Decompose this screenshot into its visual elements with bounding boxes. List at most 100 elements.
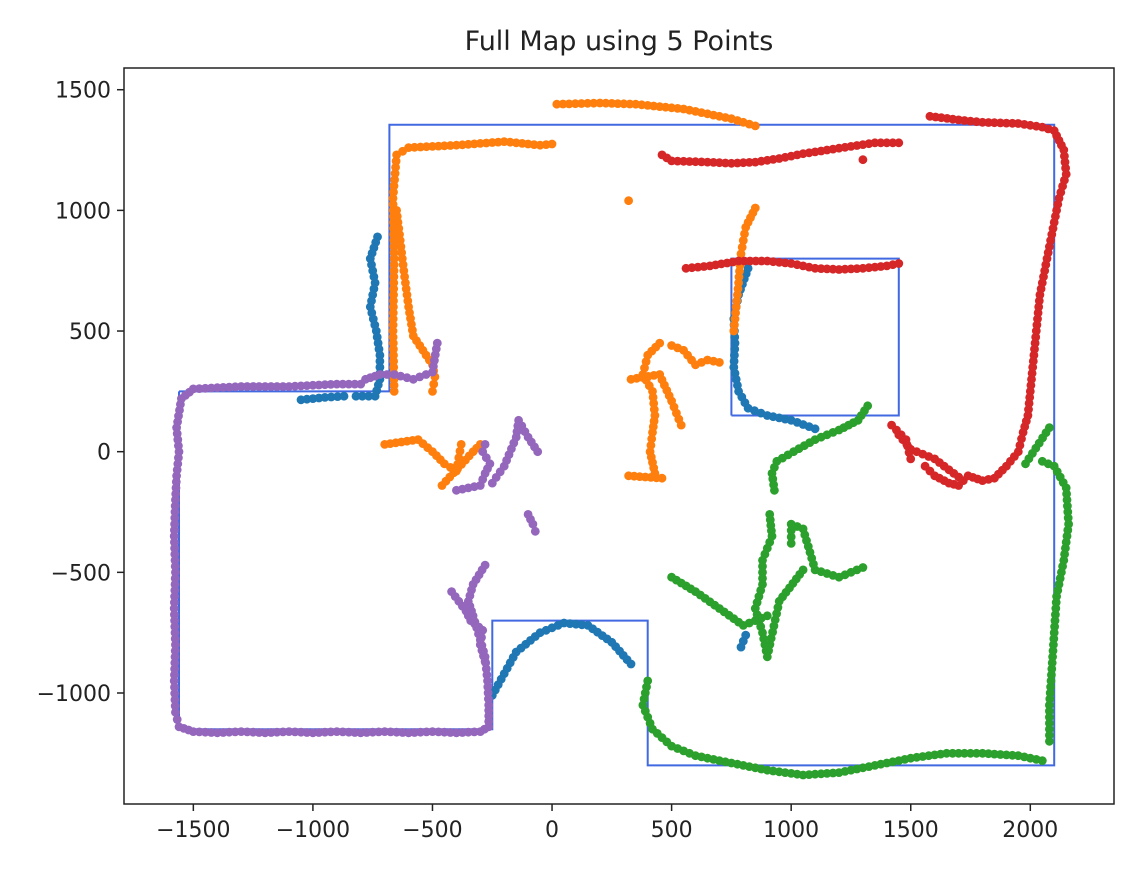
data-point: [758, 567, 767, 577]
data-point: [351, 391, 361, 401]
data-point: [480, 440, 490, 449]
chart-title: Full Map using 5 Points: [465, 26, 774, 57]
data-point: [762, 611, 772, 621]
series-3: [638, 401, 1073, 780]
data-point: [564, 99, 574, 109]
data-point: [657, 150, 667, 160]
y-tick-label: −500: [51, 561, 111, 586]
data-point: [737, 242, 747, 252]
data-point: [478, 625, 488, 635]
data-point: [382, 370, 392, 379]
data-point: [364, 391, 374, 401]
data-point: [715, 358, 724, 367]
data-point: [863, 401, 873, 411]
data-point: [894, 259, 904, 268]
x-tick-label: 1000: [763, 818, 819, 843]
data-point: [740, 229, 749, 239]
data-point: [375, 362, 385, 372]
data-point: [339, 391, 349, 401]
data-point: [676, 420, 686, 430]
data-point: [170, 701, 180, 711]
data-point: [626, 659, 636, 669]
data-point: [1037, 456, 1047, 466]
data-point: [333, 392, 342, 401]
y-tick-label: 1500: [55, 79, 111, 104]
data-point: [624, 196, 633, 206]
data-point: [786, 532, 796, 542]
data-point: [389, 296, 398, 306]
y-tick-label: 1000: [55, 199, 111, 224]
data-point: [478, 447, 488, 457]
data-point: [320, 393, 330, 402]
data-point: [810, 424, 820, 434]
x-tick-label: −1500: [156, 818, 230, 843]
x-axis: −1500 −1000 −500 0 500 1000 1500 2000: [156, 804, 1058, 843]
data-point: [375, 370, 385, 379]
data-point: [528, 519, 538, 529]
data-point: [172, 715, 182, 724]
y-axis: 1500 1000 500 0 −500 −1000: [37, 79, 124, 707]
data-point: [388, 332, 398, 342]
data-point: [454, 453, 464, 463]
data-point: [370, 391, 380, 401]
data-point: [954, 481, 963, 490]
data-point: [432, 338, 442, 348]
data-point: [480, 560, 490, 570]
data-point: [1037, 756, 1047, 765]
data-point: [646, 440, 656, 450]
series-4: [657, 111, 1071, 490]
x-tick-label: 500: [651, 818, 693, 843]
data-point: [170, 682, 179, 692]
data-point: [389, 350, 398, 360]
data-point: [547, 139, 557, 149]
data-point: [648, 428, 657, 437]
y-tick-label: −1000: [37, 682, 111, 707]
x-tick-label: −1000: [276, 818, 350, 843]
x-tick-label: 1500: [883, 818, 939, 843]
data-point: [429, 379, 439, 389]
data-point: [798, 565, 808, 575]
data-point: [388, 314, 398, 324]
data-point: [456, 440, 466, 449]
data-point: [170, 695, 180, 705]
data-point: [558, 99, 568, 109]
data-point: [741, 630, 751, 640]
data-point: [583, 98, 592, 108]
data-point: [389, 242, 399, 252]
data-point: [657, 473, 667, 483]
data-point: [786, 539, 796, 548]
data-point: [1045, 736, 1054, 746]
data-point: [170, 689, 180, 698]
data-point: [738, 236, 748, 245]
plot-frame: [123, 67, 1115, 805]
x-tick-label: 2000: [1002, 818, 1058, 843]
data-point: [389, 387, 399, 396]
points-layer: [169, 98, 1073, 780]
data-point: [357, 391, 367, 401]
data-point: [1045, 718, 1054, 728]
data-point: [741, 222, 751, 232]
data-point: [455, 446, 465, 456]
data-point: [480, 657, 490, 666]
data-point: [858, 155, 868, 165]
data-point: [530, 526, 540, 536]
data-point: [326, 392, 336, 402]
data-point: [750, 121, 760, 131]
data-point: [533, 447, 543, 457]
data-point: [171, 707, 180, 717]
data-point: [858, 563, 868, 572]
x-tick-label: −500: [402, 818, 462, 843]
data-point: [477, 633, 486, 642]
x-tick-label: 0: [545, 818, 559, 843]
series-5: [169, 338, 543, 738]
data-point: [647, 434, 657, 444]
data-point: [577, 99, 586, 108]
data-point: [428, 387, 437, 396]
y-tick-label: 500: [69, 320, 111, 345]
data-point: [169, 676, 179, 686]
data-point: [906, 454, 916, 464]
data-point: [589, 98, 599, 108]
data-point: [389, 278, 399, 288]
